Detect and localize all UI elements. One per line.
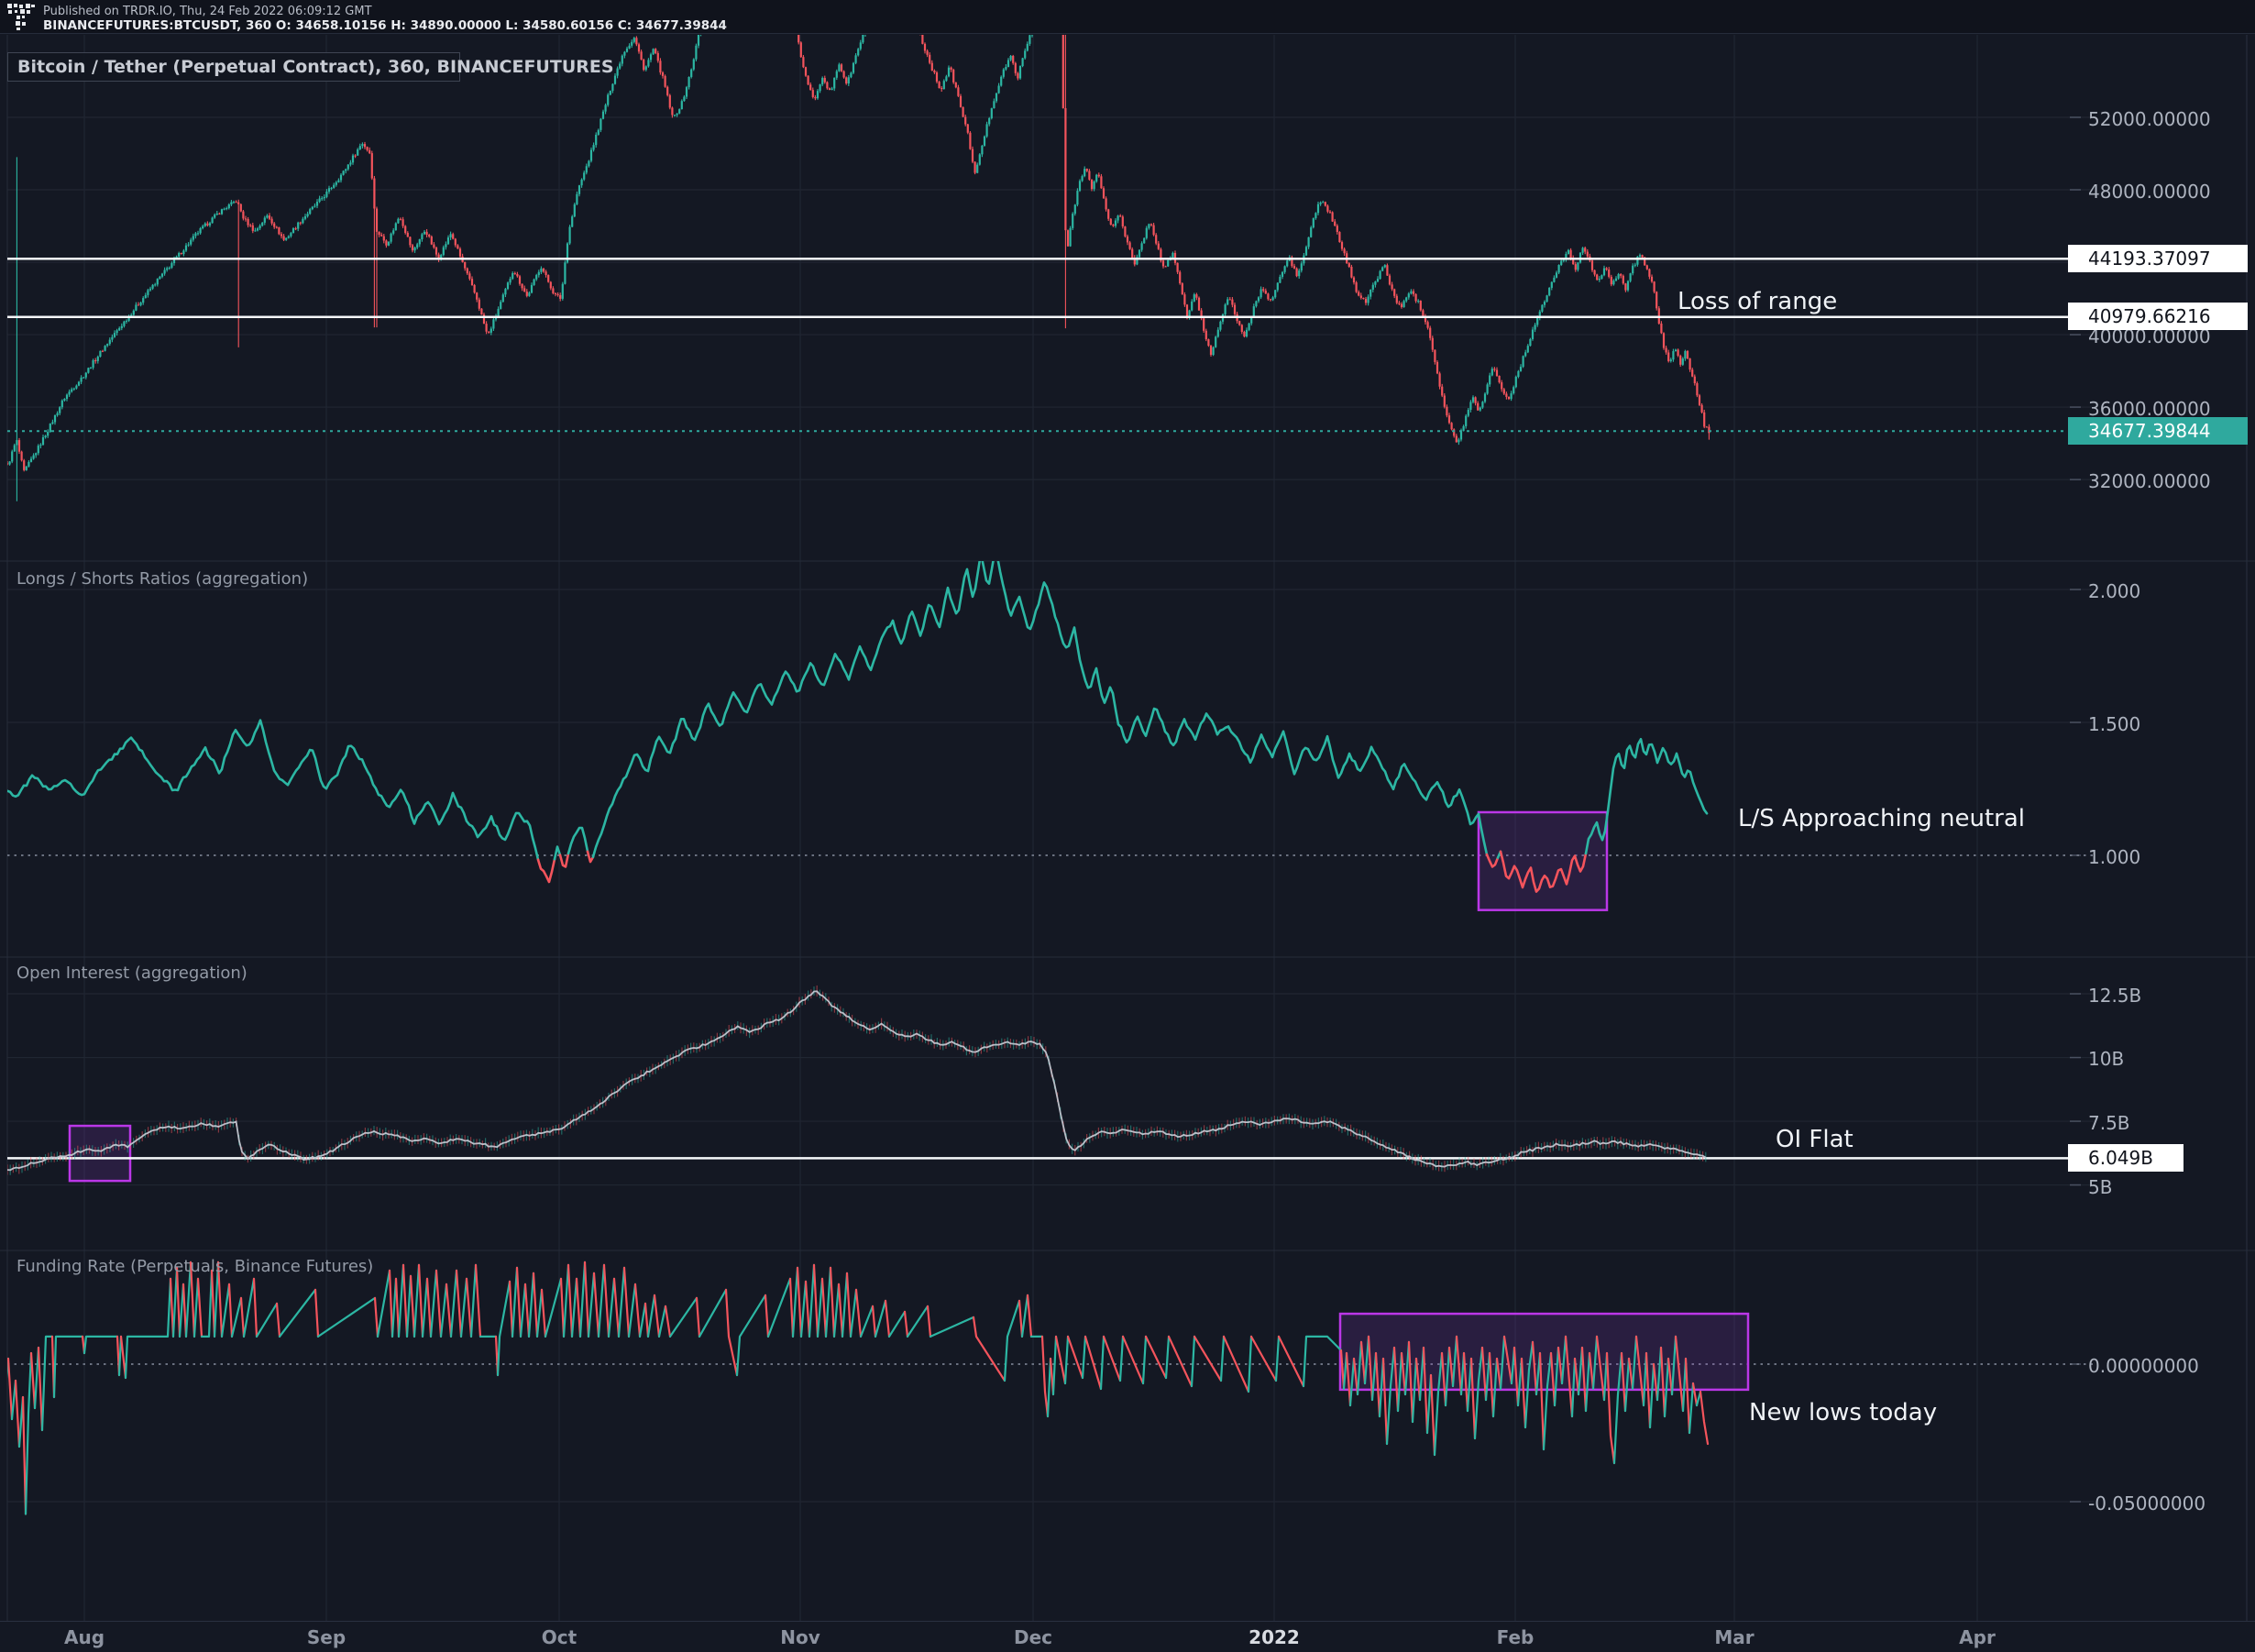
fr-tick-neg005[interactable]: -0.05000000	[2088, 1492, 2206, 1514]
annotation-new-lows[interactable]: New lows today	[1749, 1399, 1938, 1426]
pane-label-open-interest[interactable]: Open Interest (aggregation)	[16, 964, 248, 983]
fr-series	[7, 1261, 1710, 1515]
symbol-ohlc-line: BINANCEFUTURES:BTCUSDT, 360 O: 34658.101…	[43, 18, 727, 33]
ls-tick-1_5[interactable]: 1.500	[2088, 713, 2141, 735]
time-axis-separator	[0, 1621, 2255, 1622]
ls-tick-2[interactable]: 2.000	[2088, 580, 2141, 602]
price-pane-title: Bitcoin / Tether (Perpetual Contract), 3…	[17, 57, 614, 77]
ls-series	[7, 561, 1709, 893]
xtick-oct[interactable]: Oct	[541, 1626, 578, 1648]
xtick-aug[interactable]: Aug	[63, 1626, 105, 1648]
price-tick-36000[interactable]: 36000.00000	[2088, 398, 2211, 420]
annotation-oi-flat[interactable]: OI Flat	[1776, 1126, 1854, 1153]
last-price-badge[interactable]: 34677.39844	[2068, 417, 2248, 445]
fr-tick-0[interactable]: 0.00000000	[2088, 1355, 2199, 1377]
xtick-sep[interactable]: Sep	[306, 1626, 346, 1648]
xtick-mar[interactable]: Mar	[1714, 1626, 1754, 1648]
oi-tick-10b[interactable]: 10B	[2088, 1048, 2125, 1070]
xtick-apr[interactable]: Apr	[1959, 1626, 1996, 1648]
ls-tick-1[interactable]: 1.000	[2088, 846, 2141, 868]
published-timestamp: Published on TRDR.IO, Thu, 24 Feb 2022 0…	[43, 5, 372, 18]
price-tick-48000[interactable]: 48000.00000	[2088, 181, 2211, 203]
xtick-dec[interactable]: Dec	[1013, 1626, 1053, 1648]
xtick-2022[interactable]: 2022	[1248, 1626, 1300, 1648]
oi-series	[7, 985, 1707, 1175]
ls-box-highlight	[1477, 810, 1609, 911]
trdr-logo-icon	[7, 4, 35, 30]
xtick-feb[interactable]: Feb	[1496, 1626, 1534, 1648]
oi-box-highlight	[68, 1124, 132, 1183]
price-candles	[7, 35, 1710, 501]
price-line-badge-support[interactable]: 40979.66216	[2068, 303, 2248, 330]
price-pane-title-badge[interactable]: Bitcoin / Tether (Perpetual Contract), 3…	[7, 52, 614, 82]
pane-label-funding[interactable]: Funding Rate (Perpetuals, Binance Future…	[16, 1257, 374, 1276]
price-tick-32000[interactable]: 32000.00000	[2088, 470, 2211, 492]
oi-tick-12_5b[interactable]: 12.5B	[2088, 985, 2142, 1007]
oi-tick-7_5b[interactable]: 7.5B	[2088, 1112, 2130, 1134]
annotation-loss-of-range[interactable]: Loss of range	[1678, 288, 1838, 315]
price-tick-52000[interactable]: 52000.00000	[2088, 108, 2211, 130]
pane-label-long-short[interactable]: Longs / Shorts Ratios (aggregation)	[16, 569, 309, 589]
oi-current-badge[interactable]: 6.049B	[2068, 1144, 2184, 1172]
annotation-ls-neutral[interactable]: L/S Approaching neutral	[1738, 805, 2026, 832]
xtick-nov[interactable]: Nov	[780, 1626, 820, 1648]
oi-tick-5b[interactable]: 5B	[2088, 1176, 2113, 1198]
price-line-badge-resistance[interactable]: 44193.37097	[2068, 245, 2248, 272]
header-bar: Published on TRDR.IO, Thu, 24 Feb 2022 0…	[0, 0, 2255, 34]
